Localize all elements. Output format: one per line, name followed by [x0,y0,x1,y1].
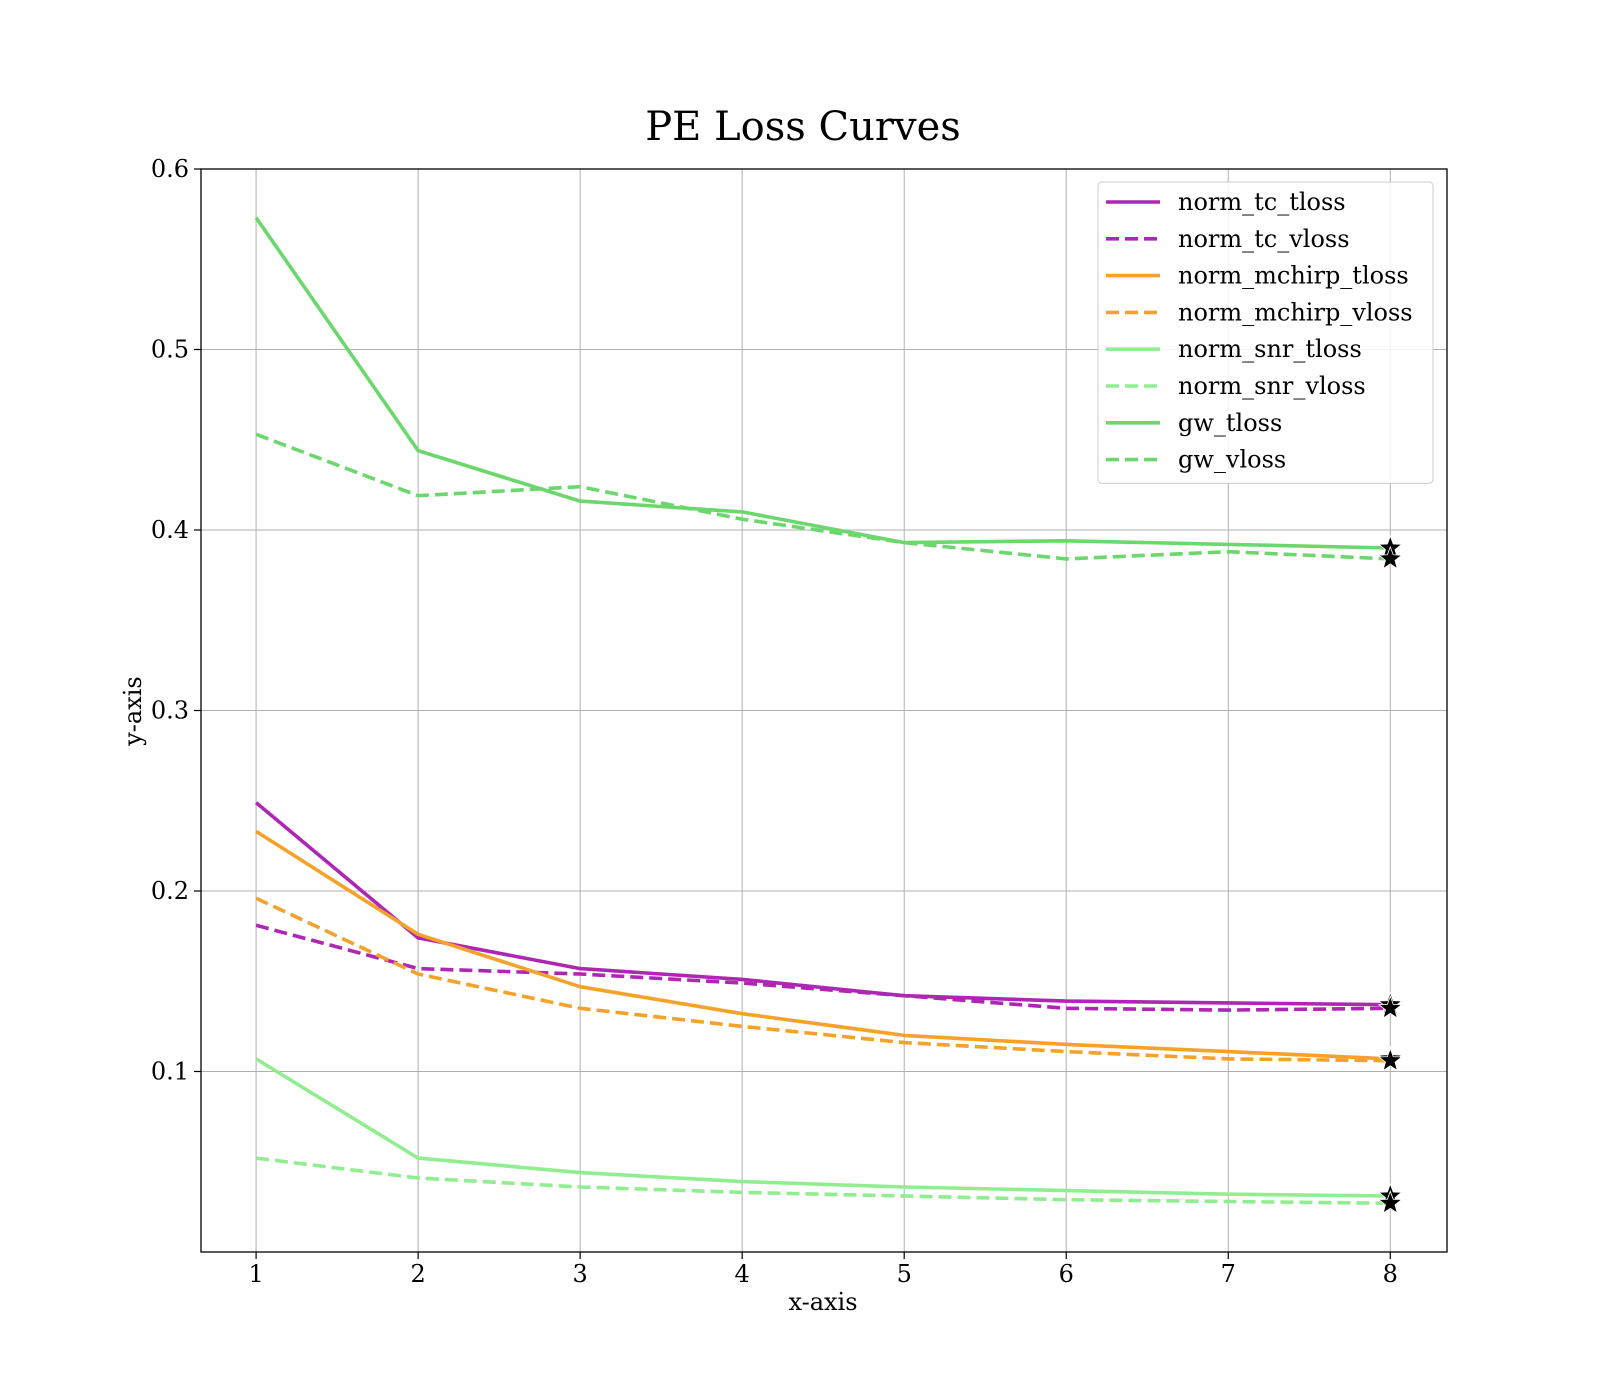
x-tick-label: 3 [573,1260,588,1288]
series-line-norm_snr_tloss [255,1057,1391,1198]
y-tick-label: 0.6 [151,155,189,183]
x-axis-label: x-axis [788,1288,857,1316]
series-line-gw_vloss [255,432,1391,561]
series-line-norm_mchirp_tloss [255,829,1391,1061]
legend-box [1097,181,1434,484]
series-line-gw_tloss [254,216,1391,550]
legend-label: norm_tc_tloss [1178,188,1346,216]
legend-label: norm_mchirp_vloss [1178,298,1413,326]
series-line-norm_mchirp_vloss [255,896,1391,1063]
legend-label: gw_tloss [1178,409,1282,437]
legend-label: norm_snr_vloss [1178,372,1366,400]
legend-label: norm_mchirp_tloss [1178,262,1409,290]
legend: norm_tc_tloss norm_tc_vloss norm_mchirp_tl… [1097,181,1434,484]
end-marker-star [1377,1190,1403,1214]
x-tick-label: 1 [248,1260,263,1288]
y-tick-label: 0.4 [151,516,189,544]
y-tick-label: 0.3 [151,697,189,725]
x-tick-label: 5 [897,1260,912,1288]
series-line-norm_tc_tloss [254,801,1391,1007]
y-axis-label: y-axis [119,676,147,747]
y-tick-label: 0.5 [151,336,189,364]
series-line-norm_snr_vloss [255,1156,1391,1206]
legend-label: norm_tc_vloss [1178,225,1350,253]
y-tick-label: 0.1 [151,1058,189,1086]
x-tick-label: 8 [1383,1260,1398,1288]
x-tick-label: 2 [410,1260,425,1288]
y-tick-label: 0.2 [151,877,189,905]
x-tick-label: 7 [1221,1260,1236,1288]
end-markers [1377,534,1403,1214]
axis-ticks: 1 2 3 4 5 6 7 8 0.1 0.2 0.3 0.4 0.5 0.6 [151,155,1398,1288]
x-tick-label: 6 [1059,1260,1074,1288]
legend-label: norm_snr_tloss [1178,335,1362,363]
end-marker-star [1377,545,1403,570]
end-marker-star [1377,1047,1403,1072]
series-lines [254,216,1391,1206]
x-tick-label: 4 [735,1260,750,1288]
end-marker-star [1377,995,1403,1019]
legend-label: gw_vloss [1178,446,1286,474]
chart-title: PE Loss Curves [645,104,961,150]
series-line-norm_tc_vloss [255,923,1391,1012]
